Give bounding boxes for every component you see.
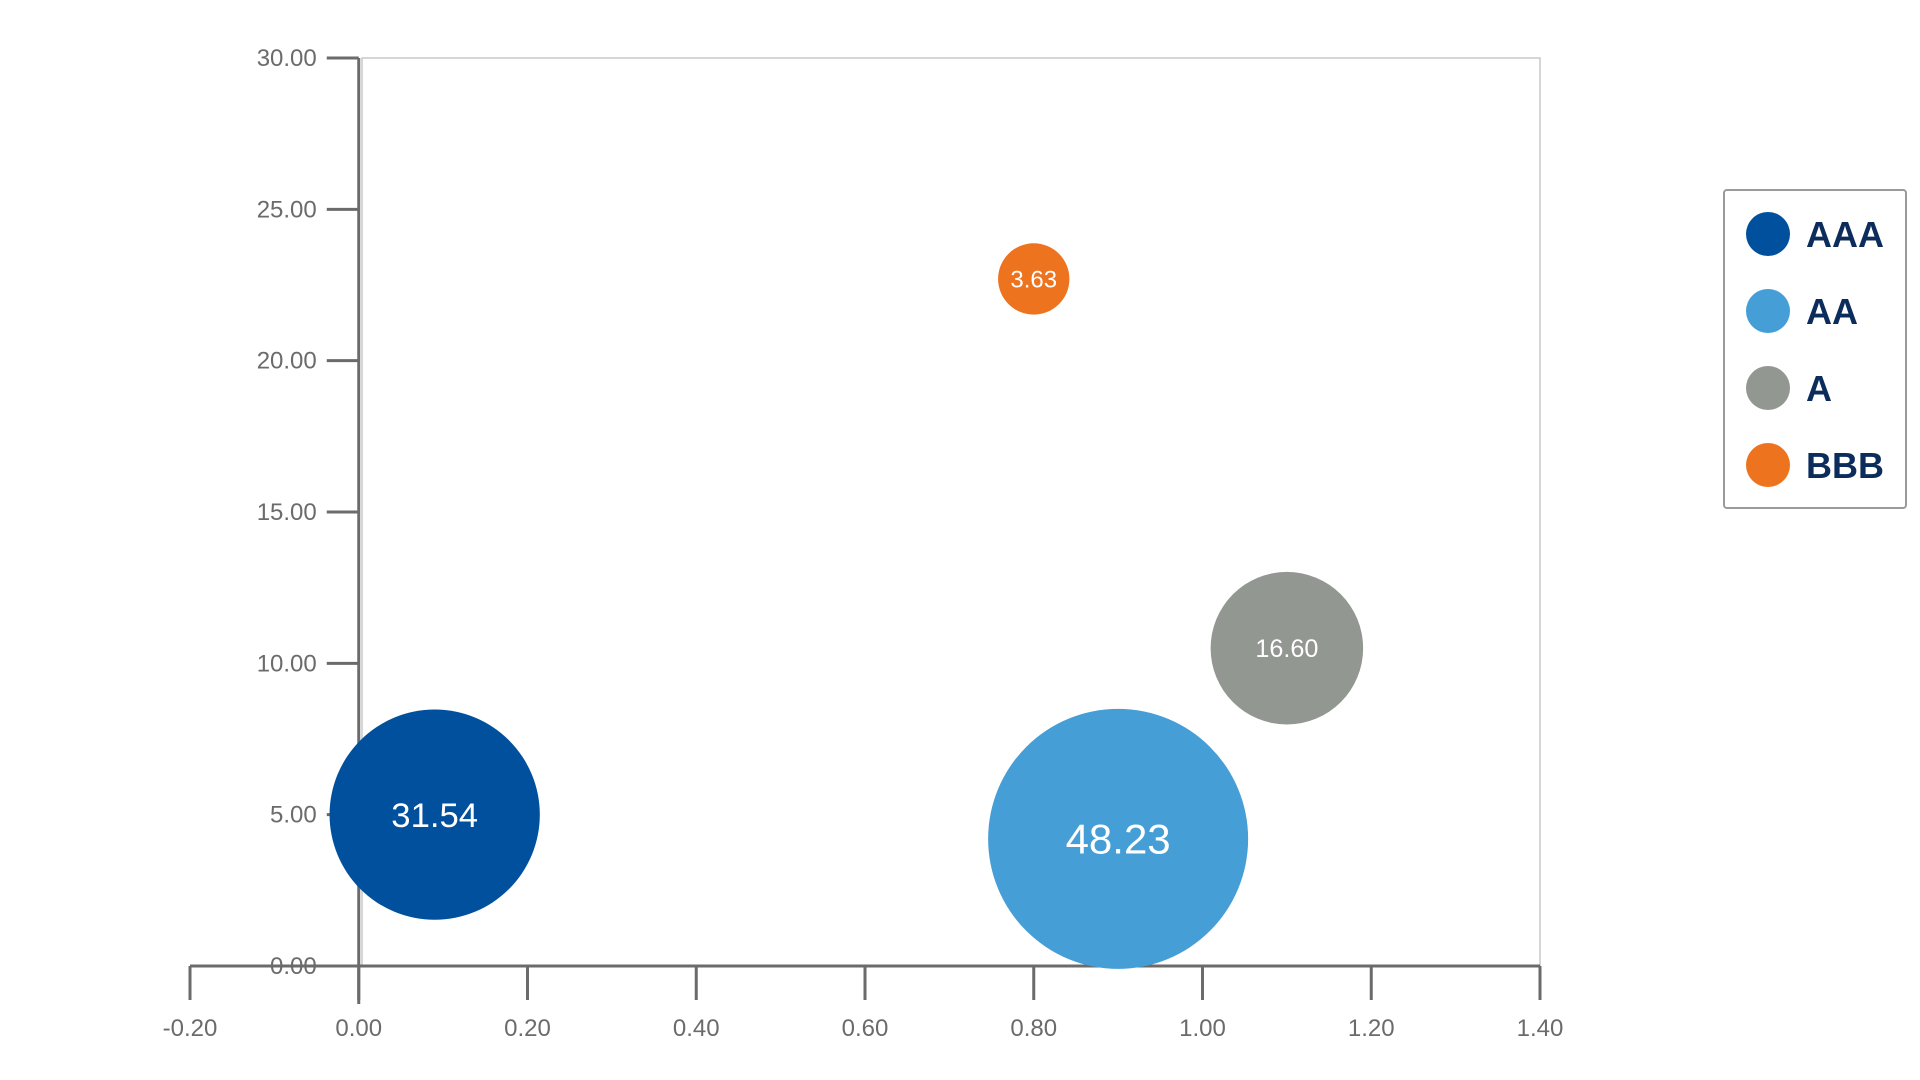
bubble-aaa bbox=[329, 709, 540, 920]
y-tick-label: 30.00 bbox=[257, 45, 317, 72]
legend-swatch-a bbox=[1746, 366, 1790, 410]
y-tick-label: 0.00 bbox=[270, 953, 317, 980]
legend-label-bbb: BBB bbox=[1806, 445, 1884, 486]
legend-label-aaa: AAA bbox=[1806, 214, 1884, 255]
x-tick-label: 0.00 bbox=[335, 1015, 382, 1042]
x-tick-label: 0.40 bbox=[673, 1015, 720, 1042]
x-tick-label: 0.80 bbox=[1010, 1015, 1057, 1042]
y-tick-label: 5.00 bbox=[270, 802, 317, 829]
legend-box bbox=[1723, 189, 1907, 509]
x-tick-label: 1.40 bbox=[1517, 1015, 1564, 1042]
x-tick-label: 0.60 bbox=[842, 1015, 889, 1042]
legend-swatch-aa bbox=[1746, 289, 1790, 333]
bubble-label-aa: 48.23 bbox=[1066, 816, 1171, 863]
legend-label-a: A bbox=[1806, 368, 1832, 409]
bubble-bbb bbox=[998, 243, 1070, 315]
bubble-label-aaa: 31.54 bbox=[391, 797, 478, 835]
x-tick-label: 0.20 bbox=[504, 1015, 551, 1042]
y-tick-label: 25.00 bbox=[257, 196, 317, 223]
legend-swatch-bbb bbox=[1746, 443, 1790, 487]
legend-swatch-aaa bbox=[1746, 212, 1790, 256]
bubble-label-bbb: 3.63 bbox=[1010, 266, 1057, 293]
x-tick-label: -0.20 bbox=[163, 1015, 218, 1042]
bubbles: 31.54 48.23 16.60 3.63 bbox=[329, 243, 1364, 969]
y-tick-label: 10.00 bbox=[257, 650, 317, 677]
y-tick-label: 20.00 bbox=[257, 348, 317, 375]
bubble-a bbox=[1210, 571, 1364, 725]
bubble-label-a: 16.60 bbox=[1255, 635, 1318, 663]
x-tick-label: 1.00 bbox=[1179, 1015, 1226, 1042]
legend-label-aa: AA bbox=[1806, 291, 1858, 332]
x-tick-label: 1.20 bbox=[1348, 1015, 1395, 1042]
bubble-aa bbox=[988, 708, 1249, 969]
y-tick-label: 15.00 bbox=[257, 499, 317, 526]
axes: -0.20 0.00 0.20 0.40 0.60 0.80 1.00 1.20 1.40 0.0… bbox=[163, 45, 1564, 1042]
